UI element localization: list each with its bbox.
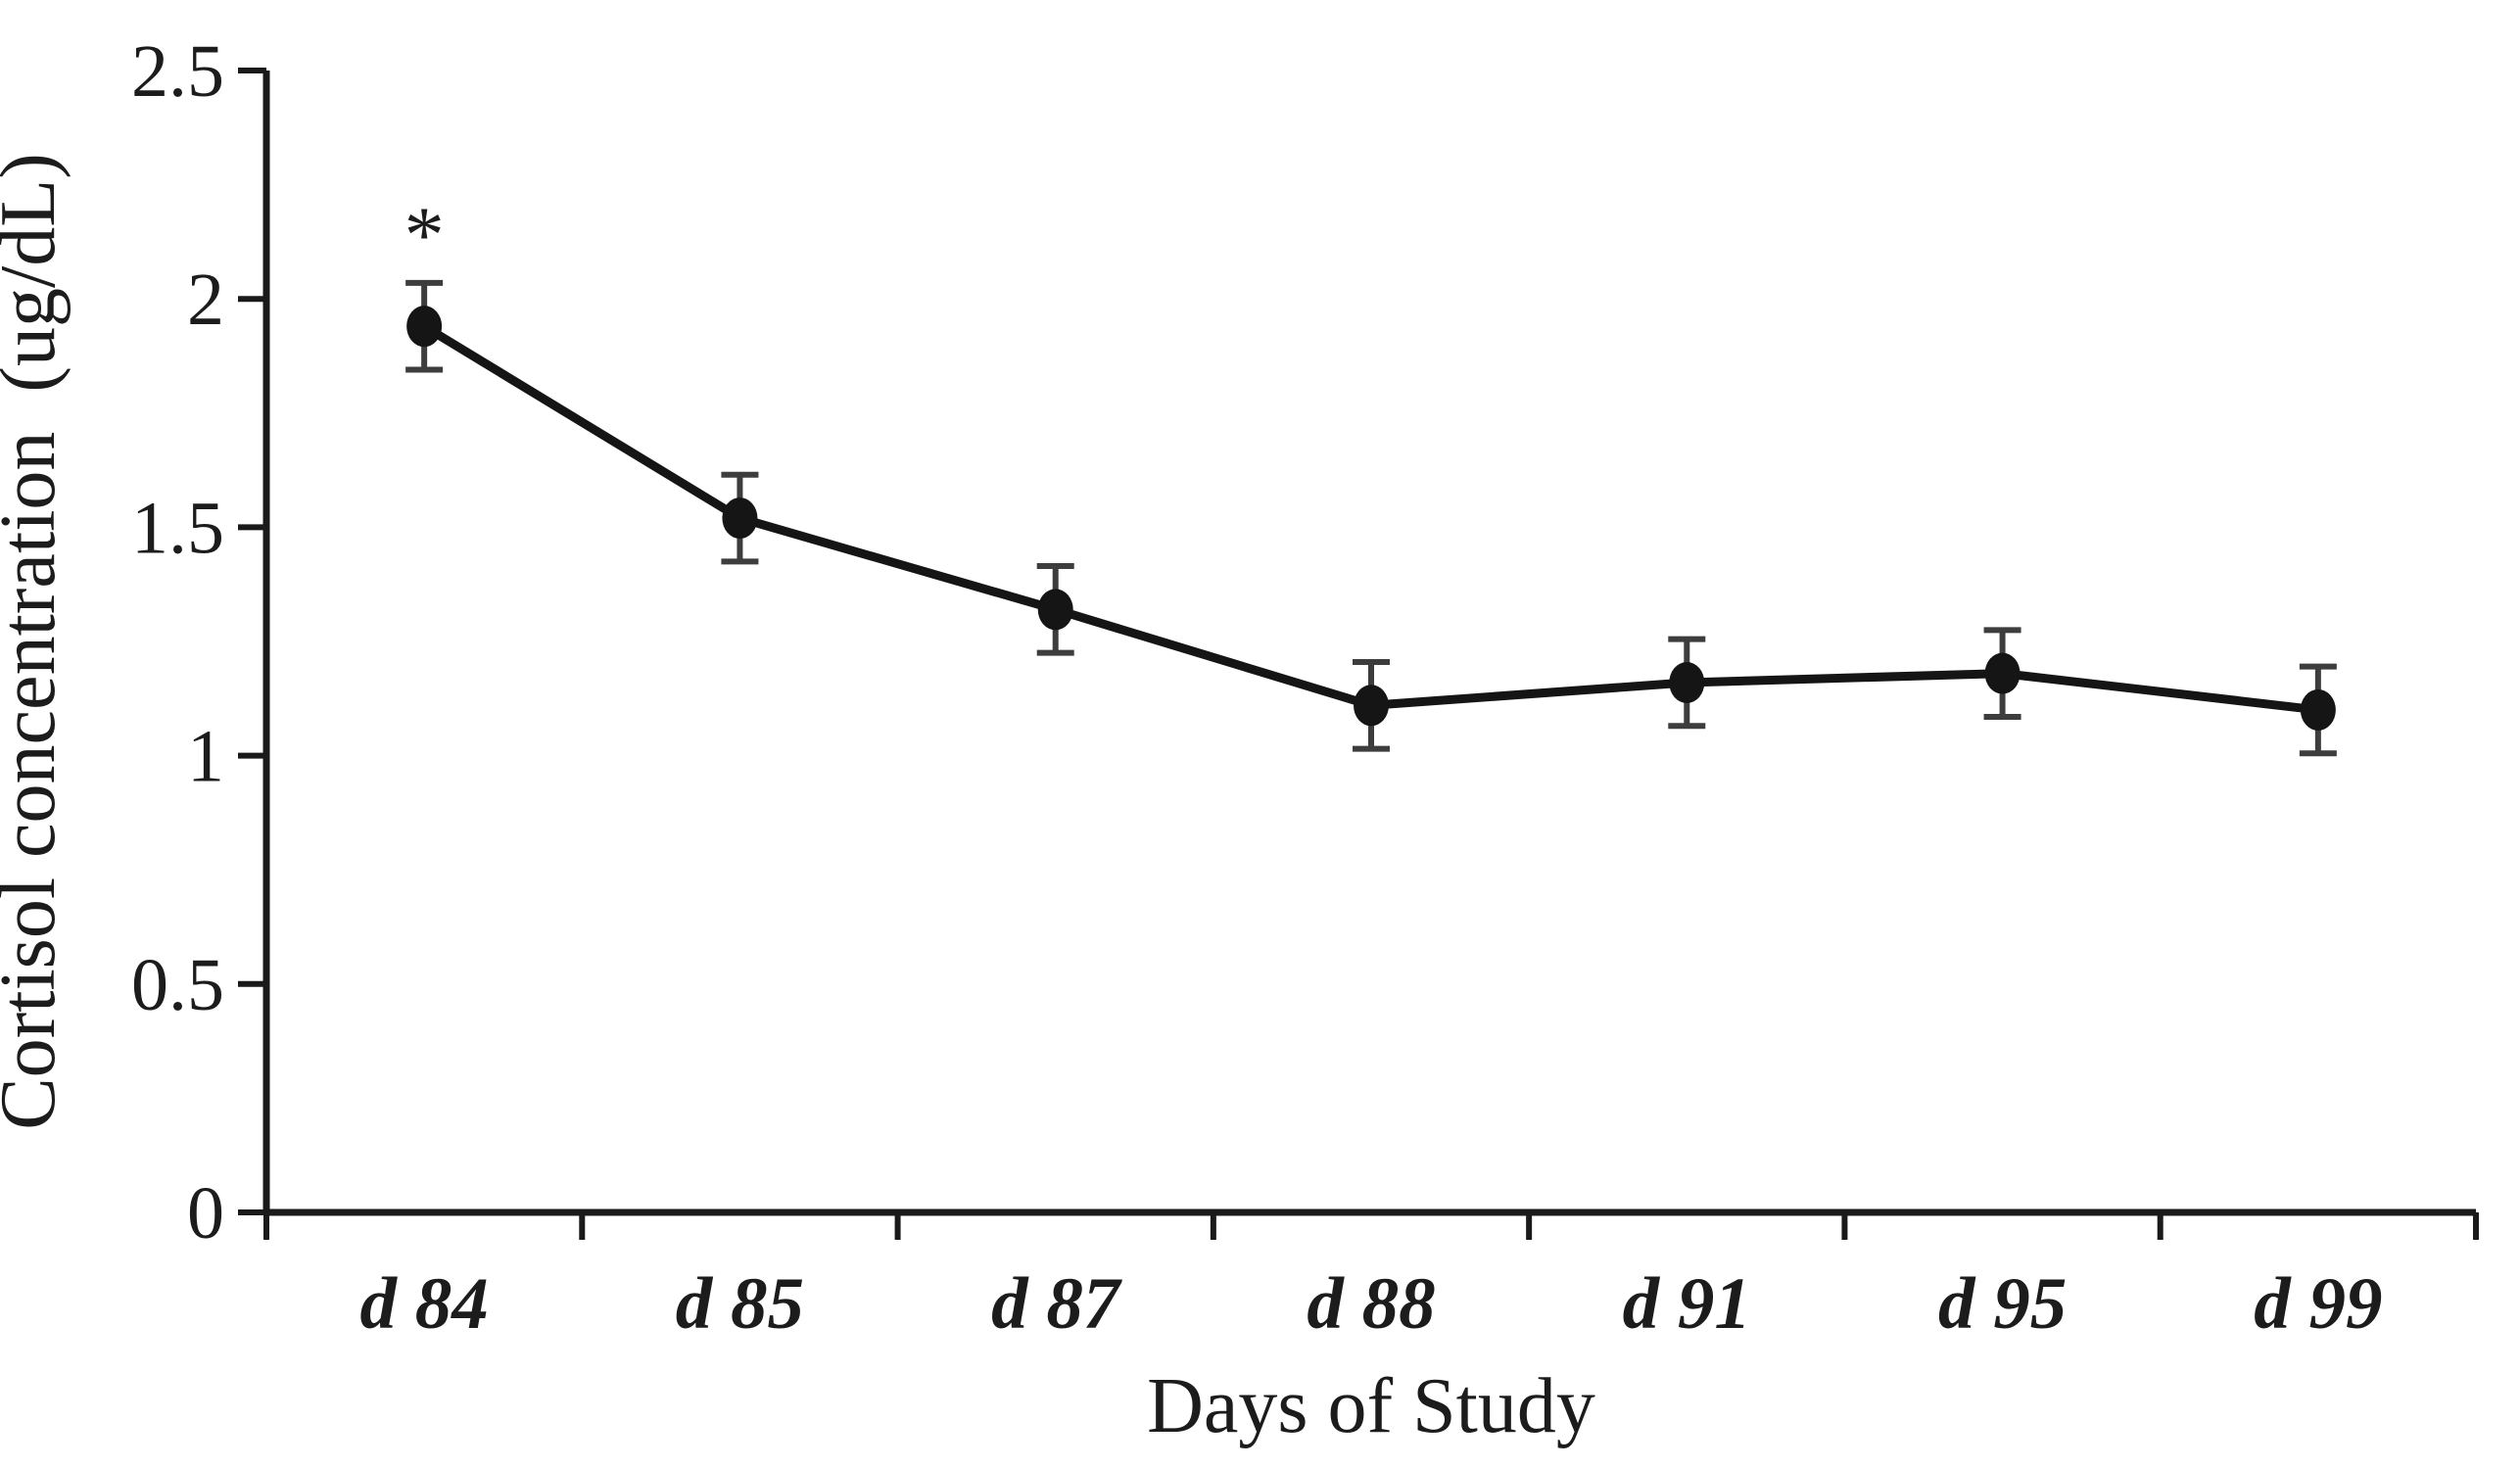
x-axis-ticks [263,1212,2479,1240]
data-point [722,497,758,540]
y-axis-ticks [238,68,266,1215]
series-line [421,322,2319,715]
data-point [1669,661,1705,703]
x-category-label: d 91 [1623,1263,1751,1345]
significance-asterisk: * [404,190,445,279]
x-axis-title: Days of Study [1147,1363,1595,1449]
y-tick-label: 2.5 [131,30,224,113]
x-category-label: d 85 [676,1263,804,1345]
data-point [2300,688,2336,731]
x-category-label: d 87 [991,1263,1122,1345]
y-tick-label: 1 [187,716,224,798]
y-axis-title: Cortisol concentration (ug/dL) [0,153,71,1130]
x-category-label: d 99 [2254,1263,2382,1345]
data-point [1354,685,1389,727]
y-tick-label: 2 [187,259,224,341]
y-tick-label: 0.5 [131,944,224,1026]
data-series [421,322,2319,715]
y-tick-label: 1.5 [131,487,224,569]
data-point [1037,589,1073,631]
data-point-markers [406,306,2336,731]
y-axis-tick-labels: 0 0.5 1 1.5 2 2.5 [131,30,224,1255]
x-axis-category-labels: d 84 d 85 d 87 d 88 d 91 d 95 d 99 [360,1263,2383,1345]
x-category-label: d 84 [360,1263,489,1345]
x-category-label: d 88 [1307,1263,1435,1345]
data-point [406,306,443,348]
x-category-label: d 95 [1938,1263,2067,1345]
y-tick-label: 0 [187,1172,224,1255]
data-point [1984,652,2021,694]
